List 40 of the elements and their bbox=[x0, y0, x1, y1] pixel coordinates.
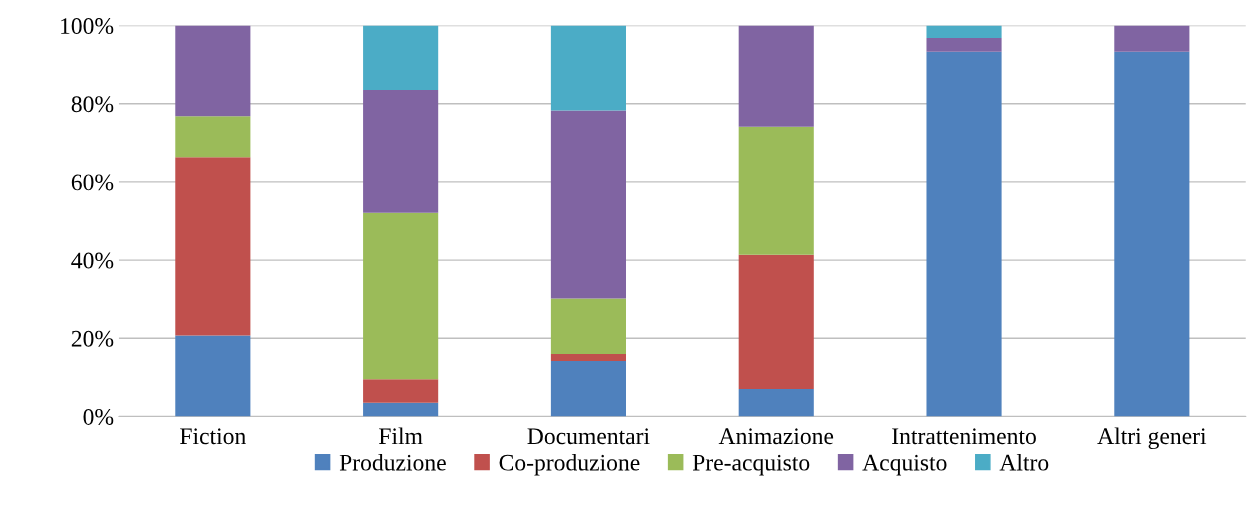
bar bbox=[363, 90, 439, 213]
bar bbox=[926, 38, 1002, 52]
x-tick-label: Fiction bbox=[180, 428, 246, 445]
legend-label: Acquisto bbox=[862, 454, 947, 476]
bar bbox=[175, 116, 251, 158]
bar bbox=[175, 25, 251, 117]
y-tick-label: 80% bbox=[71, 96, 114, 113]
legend-label: Produzione bbox=[339, 454, 446, 471]
bar bbox=[738, 126, 814, 255]
bar bbox=[550, 110, 626, 299]
bar bbox=[926, 25, 1002, 39]
x-tick-label: Film bbox=[379, 427, 423, 444]
x-tick-label: Intrattenimento bbox=[892, 428, 1036, 445]
bar bbox=[738, 389, 814, 417]
y-tick-label: 0% bbox=[83, 408, 114, 425]
bar bbox=[363, 212, 439, 380]
y-tick-label: 20% bbox=[71, 330, 114, 347]
bar bbox=[738, 25, 814, 127]
bar bbox=[363, 402, 439, 417]
bar bbox=[926, 51, 1002, 417]
bar bbox=[363, 379, 439, 403]
bar bbox=[550, 360, 626, 417]
bar bbox=[175, 157, 251, 336]
y-tick-label: 60% bbox=[71, 174, 114, 191]
bar bbox=[363, 25, 439, 91]
bar bbox=[1114, 25, 1190, 52]
legend-label: Altro bbox=[999, 454, 1049, 471]
y-tick-label: 100% bbox=[61, 18, 114, 35]
bar bbox=[738, 254, 814, 390]
x-tick-label: Altri generi bbox=[1097, 427, 1207, 450]
bar bbox=[550, 25, 626, 111]
bar bbox=[175, 335, 251, 417]
bar bbox=[550, 298, 626, 354]
y-tick-label: 40% bbox=[71, 252, 114, 269]
bar bbox=[1114, 51, 1190, 417]
x-tick-label: Animazione bbox=[718, 428, 834, 445]
x-tick-label: Documentari bbox=[527, 428, 650, 445]
legend-label: Pre-acquisto bbox=[692, 454, 810, 476]
bar bbox=[550, 353, 626, 361]
legend-label: Co-produzione bbox=[499, 454, 640, 476]
